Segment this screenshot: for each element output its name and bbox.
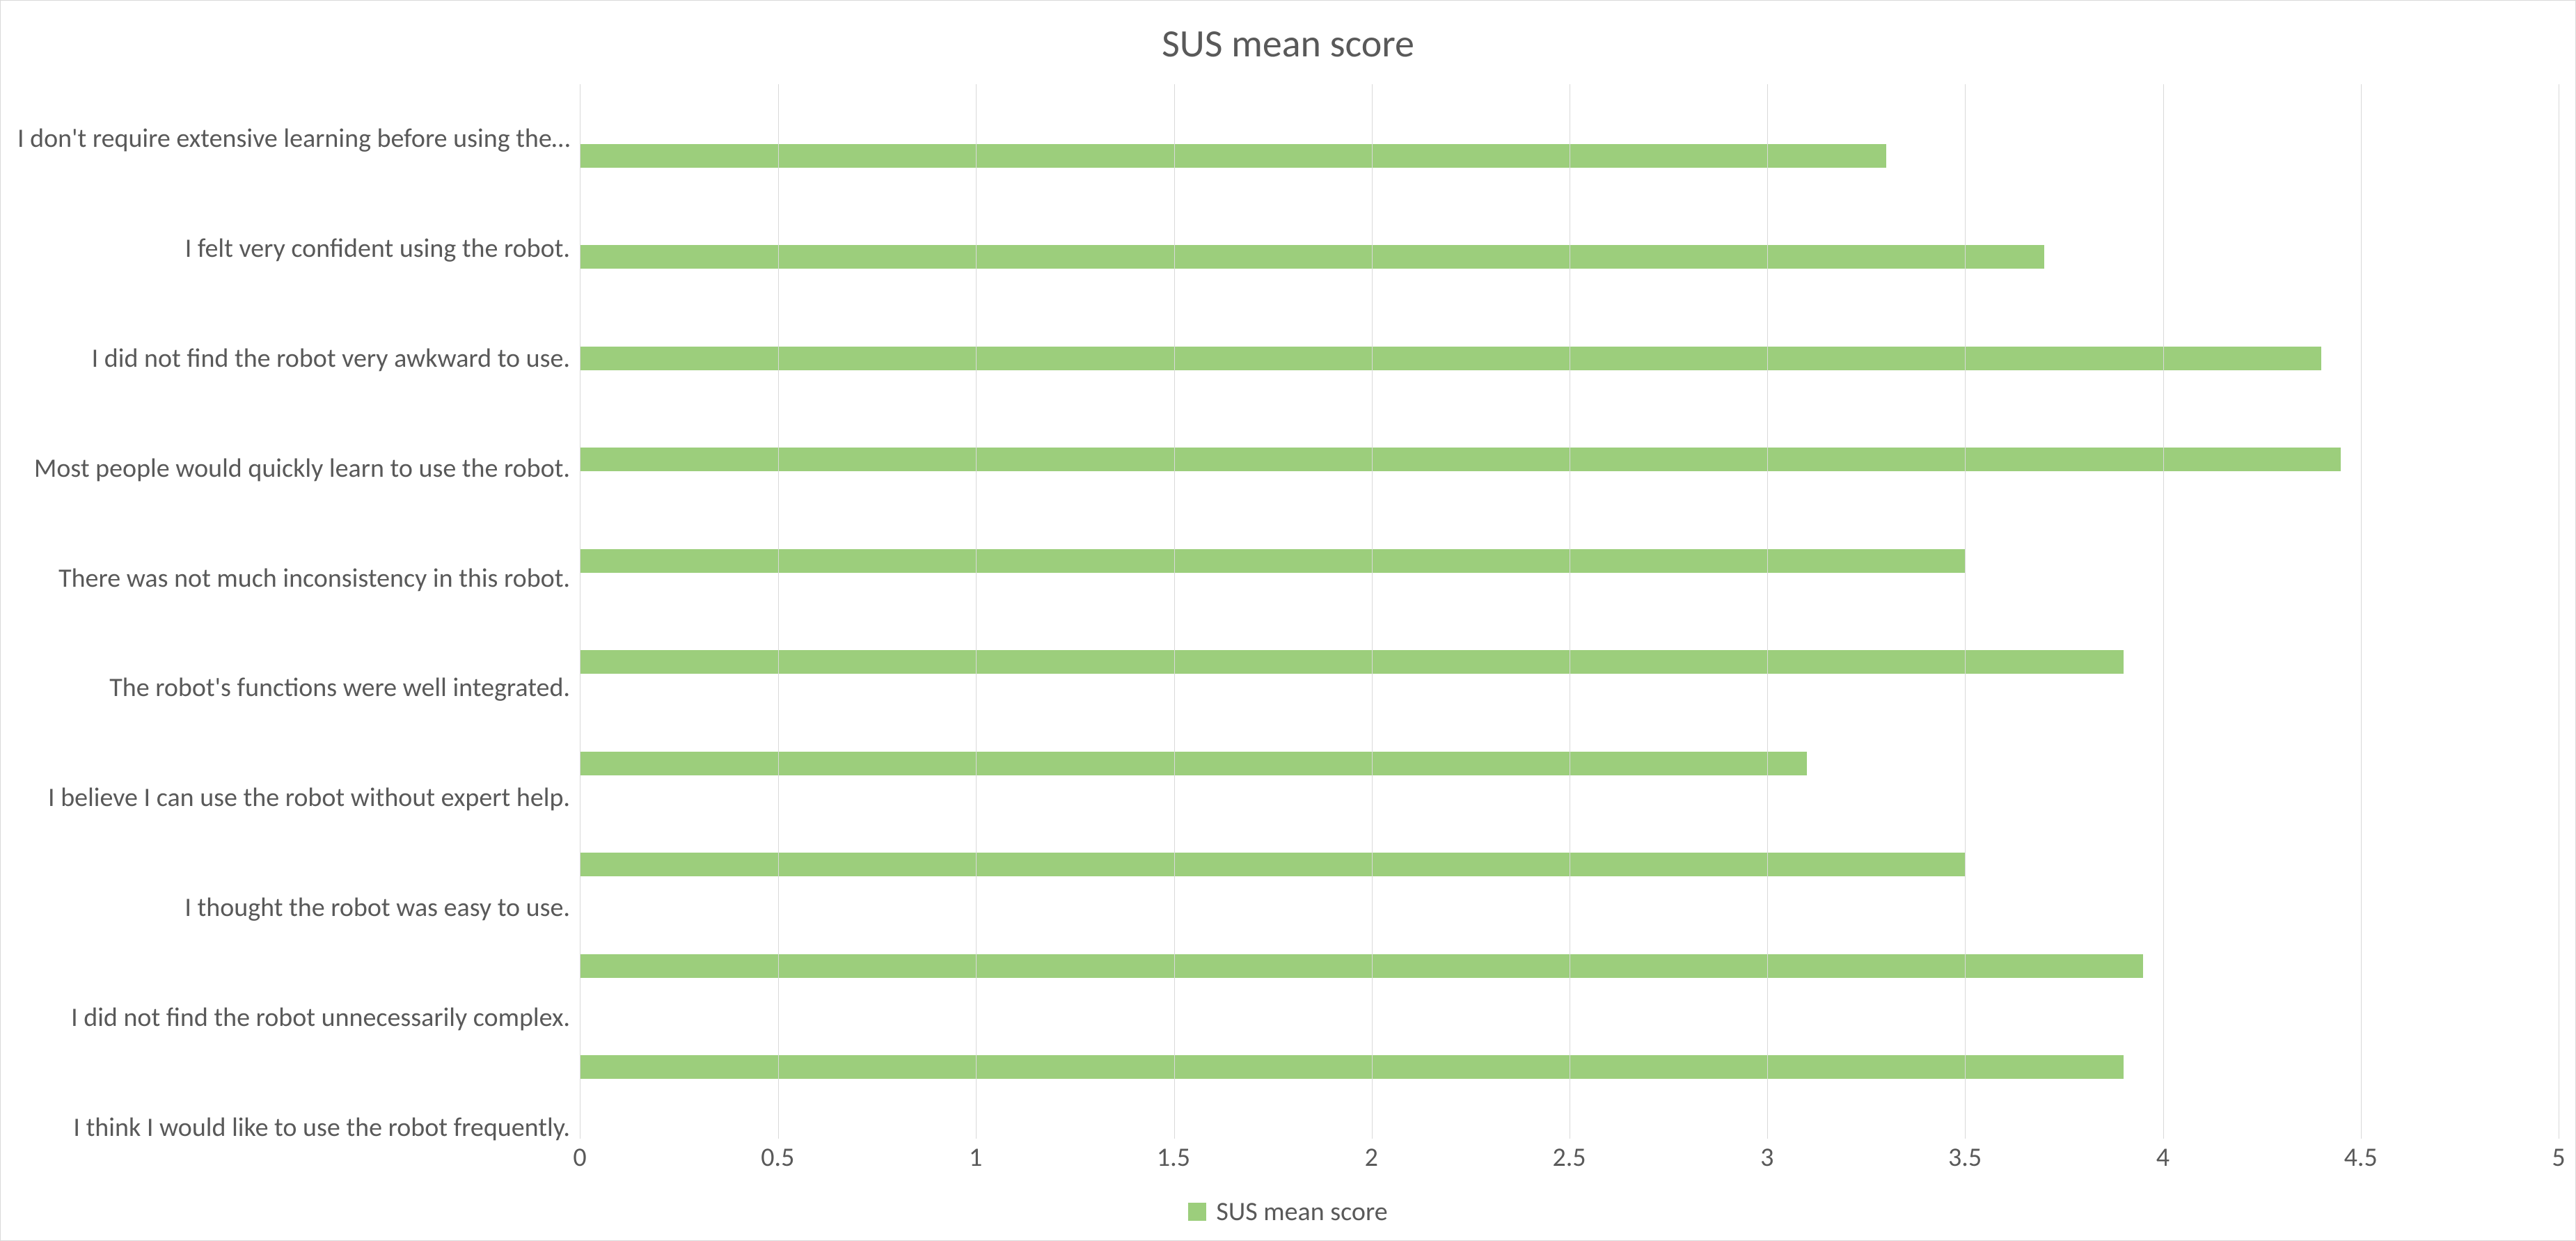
legend-label: SUS mean score (1216, 1196, 1387, 1228)
bar (580, 954, 2143, 978)
x-tick-label: 1 (969, 1141, 982, 1173)
x-tick-label: 0.5 (761, 1141, 794, 1173)
bar (580, 144, 1886, 168)
y-axis-label: I felt very confident using the robot. (17, 231, 570, 267)
y-axis-label: Most people would quickly learn to use t… (17, 451, 570, 487)
gridline (1965, 84, 1966, 1139)
x-tick-label: 3.5 (1948, 1141, 1982, 1173)
x-tick-label: 1.5 (1157, 1141, 1190, 1173)
bar (580, 549, 1965, 573)
y-axis-label: I don't require extensive learning befor… (17, 121, 570, 157)
gridline (2163, 84, 2164, 1139)
bar (580, 853, 1965, 876)
gridline (778, 84, 779, 1139)
legend-swatch (1188, 1203, 1206, 1221)
x-tick-label: 3 (1760, 1141, 1773, 1173)
y-axis-label: I did not find the robot very awkward to… (17, 341, 570, 377)
legend: SUS mean score (17, 1196, 2559, 1228)
chart-title: SUS mean score (17, 20, 2559, 68)
bar (580, 1055, 2124, 1079)
x-tick-label: 4 (2156, 1141, 2170, 1173)
gridline (1767, 84, 1768, 1139)
bar (580, 448, 2341, 471)
y-axis-label: I did not find the robot unnecessarily c… (17, 1000, 570, 1036)
y-axis-label: There was not much inconsistency in this… (17, 561, 570, 597)
gridline (1174, 84, 1175, 1139)
gridline (976, 84, 977, 1139)
chart-body: I don't require extensive learning befor… (17, 84, 2559, 1183)
bar (580, 650, 2124, 674)
plot-area (580, 84, 2559, 1139)
x-tick-label: 5 (2552, 1141, 2565, 1173)
x-tick-label: 4.5 (2344, 1141, 2378, 1173)
y-axis-label: I think I would like to use the robot fr… (17, 1110, 570, 1146)
y-axis-label: I believe I can use the robot without ex… (17, 780, 570, 816)
x-tick-label: 0 (573, 1141, 586, 1173)
y-axis-label: I thought the robot was easy to use. (17, 890, 570, 926)
y-axis-labels: I don't require extensive learning befor… (17, 84, 580, 1183)
gridline (1372, 84, 1373, 1139)
plot-wrap: 00.511.522.533.544.55 (580, 84, 2559, 1183)
bar (580, 245, 2044, 269)
y-axis-label: The robot's functions were well integrat… (17, 670, 570, 706)
x-tick-label: 2.5 (1552, 1141, 1586, 1173)
x-tick-label: 2 (1365, 1141, 1378, 1173)
chart-container: SUS mean score I don't require extensive… (0, 0, 2576, 1241)
gridline (2361, 84, 2362, 1139)
bar (580, 752, 1807, 775)
bar (580, 347, 2321, 370)
x-axis: 00.511.522.533.544.55 (580, 1141, 2559, 1183)
